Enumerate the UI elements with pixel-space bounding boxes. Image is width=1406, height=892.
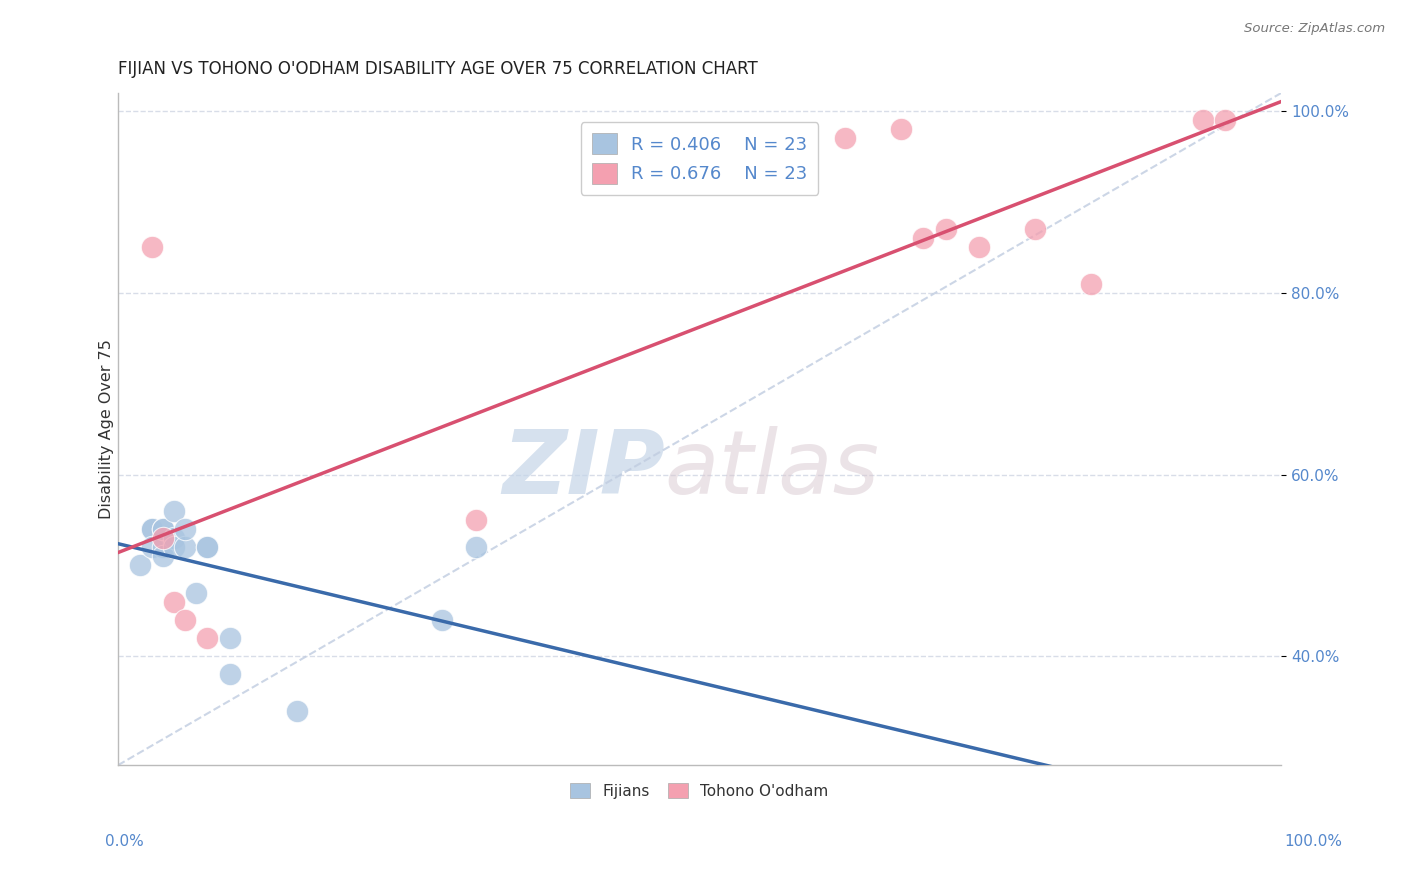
Point bbox=[285, 704, 308, 718]
Point bbox=[152, 540, 174, 554]
Point bbox=[174, 613, 197, 627]
Point bbox=[152, 522, 174, 536]
Point bbox=[163, 531, 186, 545]
Point bbox=[174, 522, 197, 536]
Point bbox=[186, 585, 208, 599]
Point bbox=[834, 131, 856, 145]
Point bbox=[163, 504, 186, 518]
Point bbox=[1080, 277, 1102, 291]
Text: 100.0%: 100.0% bbox=[1285, 834, 1343, 849]
Point bbox=[197, 540, 219, 554]
Point bbox=[197, 540, 219, 554]
Text: atlas: atlas bbox=[665, 426, 880, 512]
Point bbox=[163, 540, 186, 554]
Point bbox=[1191, 113, 1213, 128]
Point bbox=[218, 667, 240, 681]
Point bbox=[152, 531, 174, 545]
Point bbox=[141, 540, 163, 554]
Point bbox=[141, 240, 163, 254]
Text: FIJIAN VS TOHONO O'ODHAM DISABILITY AGE OVER 75 CORRELATION CHART: FIJIAN VS TOHONO O'ODHAM DISABILITY AGE … bbox=[118, 60, 758, 78]
Y-axis label: Disability Age Over 75: Disability Age Over 75 bbox=[100, 339, 114, 519]
Point bbox=[163, 595, 186, 609]
Point bbox=[890, 122, 912, 136]
Point bbox=[1213, 113, 1236, 128]
Point bbox=[432, 613, 454, 627]
Point bbox=[129, 558, 152, 573]
Point bbox=[174, 540, 197, 554]
Point bbox=[141, 522, 163, 536]
Point bbox=[935, 222, 957, 236]
Point bbox=[464, 540, 486, 554]
Text: Source: ZipAtlas.com: Source: ZipAtlas.com bbox=[1244, 22, 1385, 36]
Point bbox=[218, 631, 240, 645]
Point bbox=[152, 522, 174, 536]
Text: 0.0%: 0.0% bbox=[105, 834, 145, 849]
Point bbox=[141, 522, 163, 536]
Point bbox=[197, 631, 219, 645]
Point bbox=[912, 231, 935, 245]
Point bbox=[464, 513, 486, 527]
Legend: Fijians, Tohono O'odham: Fijians, Tohono O'odham bbox=[564, 777, 835, 805]
Point bbox=[152, 549, 174, 564]
Text: ZIP: ZIP bbox=[502, 426, 665, 513]
Point bbox=[967, 240, 990, 254]
Point bbox=[1024, 222, 1046, 236]
